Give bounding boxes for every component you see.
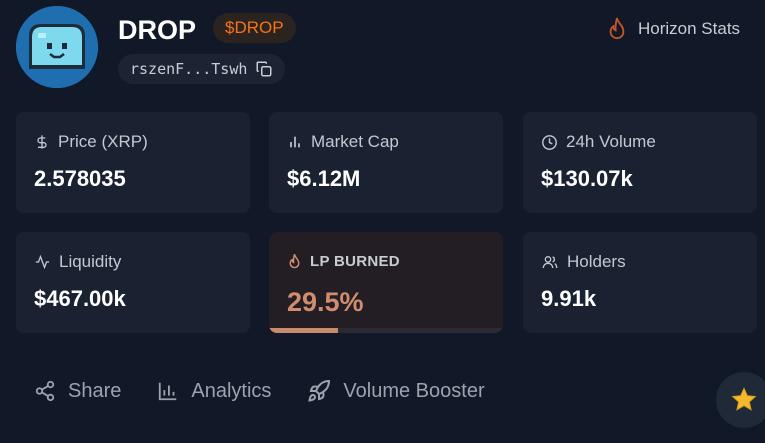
stat-value: $467.00k — [34, 286, 126, 311]
clock-icon — [541, 134, 558, 151]
dollar-icon — [34, 133, 50, 151]
users-icon — [541, 254, 559, 270]
stat-card-price: Price (XRP) 2.578035 — [16, 112, 250, 213]
share-button[interactable]: Share — [34, 376, 121, 406]
stat-card-24h-volume: 24h Volume $130.07k — [523, 112, 757, 213]
flame-icon — [287, 253, 302, 270]
stat-value: 29.5% — [287, 287, 364, 317]
volume-booster-label: Volume Booster — [343, 379, 485, 402]
stat-label: 24h Volume — [566, 132, 656, 151]
volume-booster-button[interactable]: Volume Booster — [307, 376, 485, 406]
favorite-button[interactable] — [716, 372, 765, 428]
share-icon — [34, 380, 56, 402]
stat-card-market-cap: Market Cap $6.12M — [269, 112, 503, 213]
token-header: DROP $DROP rszenF...Tswh — [16, 6, 765, 88]
stat-value: $6.12M — [287, 166, 361, 191]
action-bar: Share Analytics Volume Booster — [34, 376, 521, 406]
star-icon — [730, 386, 758, 414]
token-ticker-badge: $DROP — [213, 13, 296, 43]
lp-burned-progress-fill — [269, 328, 339, 333]
share-label: Share — [68, 379, 122, 402]
horizon-stats-label: Horizon Stats — [638, 19, 741, 38]
token-address-text: rszenF...Tswh — [130, 60, 248, 78]
stat-label: Price (XRP) — [58, 132, 148, 151]
analytics-button[interactable]: Analytics — [157, 376, 271, 406]
flame-icon — [606, 16, 628, 42]
stat-label: LP BURNED — [310, 253, 400, 270]
stat-card-liquidity: Liquidity $467.00k — [16, 232, 250, 333]
token-name: DROP — [118, 15, 197, 45]
copy-icon[interactable] — [255, 60, 273, 78]
lp-burned-progress-track — [269, 328, 503, 333]
rocket-icon — [307, 379, 331, 403]
stat-value: $130.07k — [541, 166, 633, 191]
token-avatar — [16, 6, 98, 88]
bar-chart-icon — [157, 380, 179, 402]
stat-value: 2.578035 — [34, 166, 126, 191]
bar-chart-icon — [287, 134, 303, 150]
pulse-icon — [34, 254, 51, 270]
token-address[interactable]: rszenF...Tswh — [118, 54, 286, 84]
stat-label: Liquidity — [59, 252, 122, 271]
analytics-label: Analytics — [191, 379, 272, 402]
blob-mascot-icon — [16, 6, 98, 88]
stat-card-holders: Holders 9.91k — [523, 232, 757, 333]
stat-label: Holders — [567, 252, 626, 271]
stat-value: 9.91k — [541, 286, 597, 311]
stat-label: Market Cap — [311, 132, 399, 151]
horizon-stats-link[interactable]: Horizon Stats — [606, 14, 740, 44]
stat-card-lp-burned: LP BURNED 29.5% — [269, 232, 503, 333]
